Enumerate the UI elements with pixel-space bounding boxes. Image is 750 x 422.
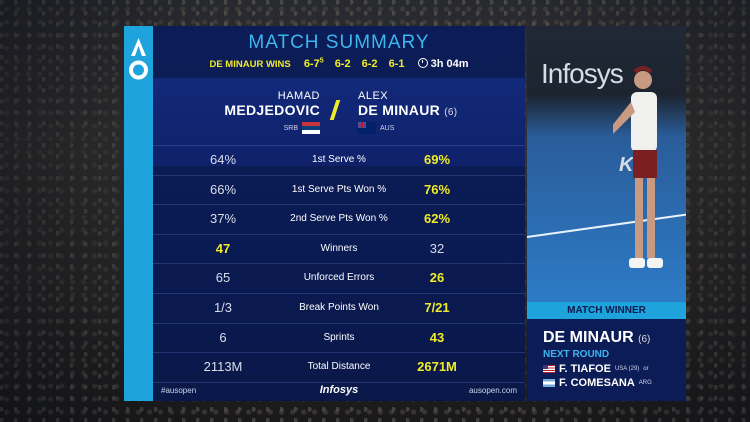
stat-p1-value: 37%: [209, 211, 237, 227]
stat-p2-value: 2671M: [417, 359, 457, 375]
stat-p2-value: 62%: [423, 211, 451, 227]
player2-country: AUS: [380, 124, 395, 132]
player1-nation: SRB: [224, 122, 320, 134]
player2-first-name: ALEX: [358, 90, 389, 102]
stat-p2-value: 7/21: [424, 299, 450, 315]
player1-last-name: MEDJEDOVIC: [224, 102, 320, 118]
stat-label: Break Points Won: [299, 301, 379, 313]
stat-row: 47 Winners 32: [153, 235, 525, 265]
player2-seed: (6): [444, 107, 458, 118]
match-winner-name: DE MINAUR (6): [543, 329, 651, 346]
ao-logo-strip: [124, 26, 153, 401]
stat-row: 6 Sprints 43: [153, 324, 525, 354]
players-header: [153, 78, 525, 166]
tennis-player-figure: [613, 66, 663, 268]
usa-flag-icon: [543, 365, 555, 373]
player1-country: SRB: [283, 124, 298, 132]
stat-label: 1st Serve %: [312, 154, 366, 165]
ao-logo-icon: [129, 38, 148, 80]
clock-icon: [417, 57, 428, 68]
stat-label: Sprints: [323, 331, 355, 343]
panel-title: MATCH SUMMARY: [248, 32, 430, 53]
match-result-line: DE MINAUR WINS 6-75 6-2 6-2 6-1 3h 04m: [153, 57, 525, 70]
stat-label: Total Distance: [307, 361, 371, 373]
stat-p2-value: 32: [429, 240, 445, 256]
stat-p1-value: 2113M: [203, 359, 243, 375]
serbia-flag-icon: [302, 122, 320, 134]
match-winner-label: MATCH WINNER: [527, 302, 686, 319]
stat-p2-value: 26: [429, 270, 445, 286]
stat-p2-value: 76%: [423, 181, 451, 197]
stats-table: 64% 1st Serve % 69% 66% 1st Serve Pts Wo…: [153, 145, 525, 383]
stat-row: 65 Unforced Errors 26: [153, 264, 525, 294]
match-video-feed: Infosys KIA: [527, 26, 686, 302]
player1-first-name: HAMAD: [277, 90, 320, 102]
sponsor-logo: Infosys: [319, 384, 359, 396]
player2-nation: AUS: [358, 122, 457, 134]
set-score: 6-2: [361, 57, 378, 70]
panel-footer: #ausopen Infosys ausopen.com: [161, 384, 517, 398]
argentina-flag-icon: [543, 379, 555, 387]
match-summary-panel: MATCH SUMMARY DE MINAUR WINS 6-75 6-2 6-…: [153, 26, 525, 401]
next-opponent-1: F. TIAFOE USA (29) or: [543, 363, 649, 375]
opponent-name: F. TIAFOE: [559, 363, 611, 375]
match-winner-box: DE MINAUR (6) NEXT ROUND F. TIAFOE USA (…: [527, 319, 686, 401]
stat-row: 37% 2nd Serve Pts Won % 62%: [153, 205, 525, 235]
set-score: 6-1: [388, 57, 405, 70]
set-score: 6-75: [303, 57, 324, 70]
match-winner-seed: (6): [638, 334, 651, 345]
opponent-meta: ARG: [638, 380, 652, 386]
match-duration: 3h 04m: [417, 57, 469, 70]
opponent-or: or: [643, 366, 649, 372]
stat-label: 1st Serve Pts Won %: [291, 183, 387, 195]
stat-p1-value: 66%: [209, 181, 237, 197]
stat-p1-value: 47: [215, 240, 231, 256]
stat-p2-value: 43: [429, 329, 445, 345]
opponent-meta: USA (29): [614, 366, 640, 372]
australia-flag-icon: [358, 122, 376, 134]
next-round-label: NEXT ROUND: [543, 349, 610, 360]
set-score: 6-2: [334, 57, 351, 70]
stat-label: Unforced Errors: [303, 272, 375, 284]
stat-p2-value: 69%: [423, 152, 451, 167]
opponent-name: F. COMESANA: [559, 377, 635, 389]
infosys-courtside-sign: Infosys: [541, 58, 624, 89]
stat-row: 66% 1st Serve Pts Won % 76%: [153, 176, 525, 206]
stat-p1-value: 64%: [209, 152, 237, 167]
player2-last-name: DE MINAUR (6): [358, 102, 458, 118]
stat-p1-value: 65: [215, 270, 231, 286]
hashtag-text: #ausopen: [161, 386, 197, 395]
stat-row: 1/3 Break Points Won 7/21: [153, 294, 525, 324]
website-text: ausopen.com: [468, 386, 517, 395]
player2-block: ALEX DE MINAUR (6) AUS: [358, 90, 457, 134]
stat-row: 64% 1st Serve % 69%: [153, 145, 525, 176]
stat-p1-value: 1/3: [213, 299, 233, 315]
stat-p1-value: 6: [219, 329, 227, 345]
stat-row: 2113M Total Distance 2671M: [153, 353, 525, 383]
player1-block: HAMAD MEDJEDOVIC SRB: [224, 90, 320, 134]
stat-label: Winners: [320, 242, 358, 254]
stat-label: 2nd Serve Pts Won %: [290, 213, 388, 225]
next-opponent-2: F. COMESANA ARG: [543, 377, 652, 389]
winner-text: DE MINAUR WINS: [209, 58, 291, 70]
